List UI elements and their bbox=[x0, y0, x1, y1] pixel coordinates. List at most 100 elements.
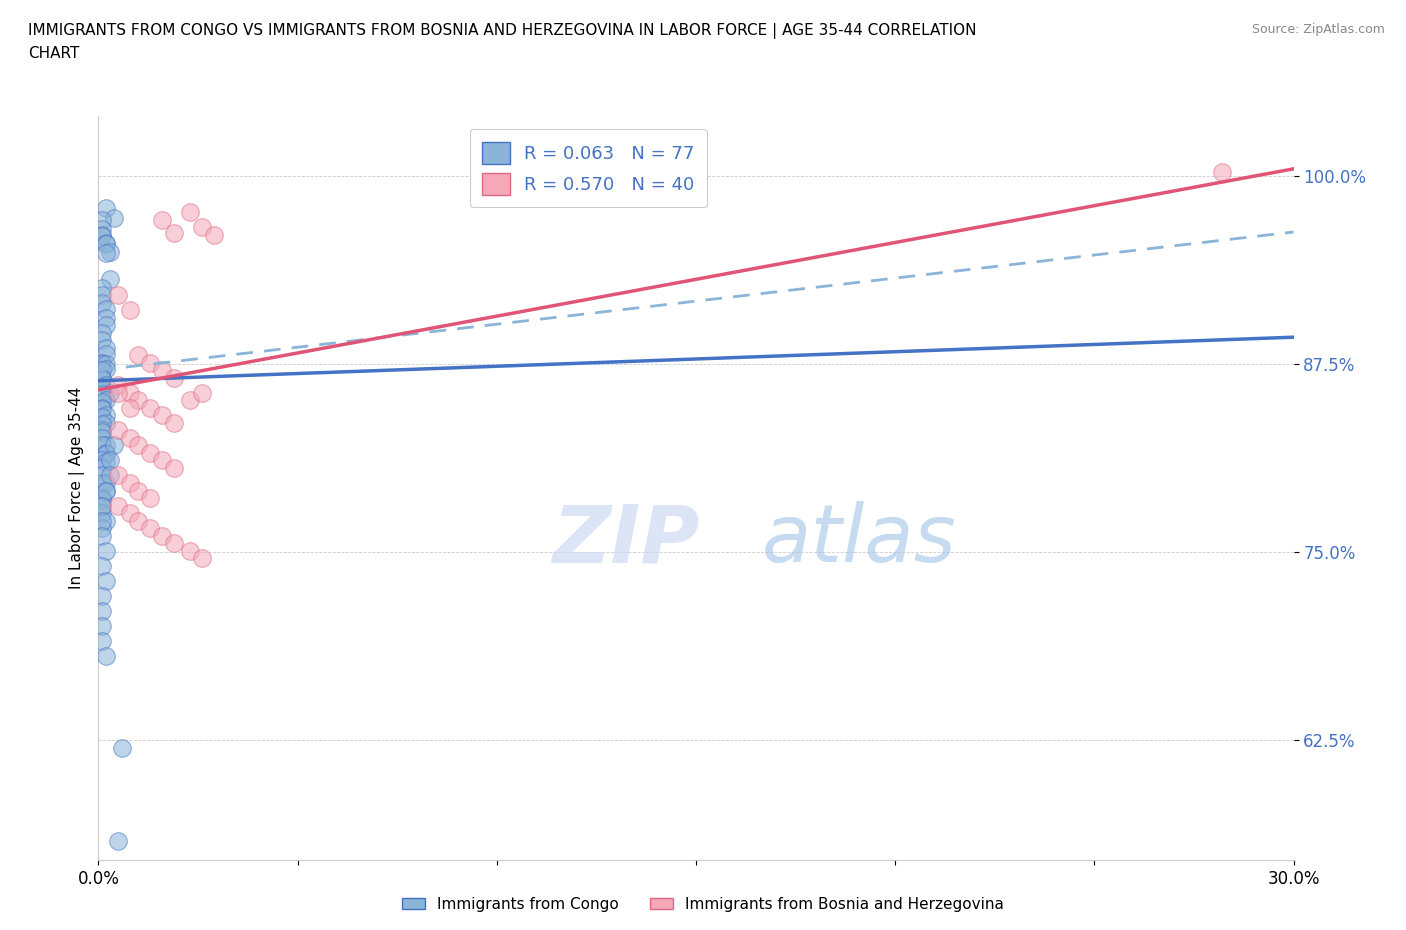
Point bbox=[98, 453, 122, 468]
Point bbox=[107, 378, 129, 392]
Point bbox=[191, 220, 214, 235]
Legend: R = 0.063   N = 77, R = 0.570   N = 40: R = 0.063 N = 77, R = 0.570 N = 40 bbox=[470, 129, 707, 207]
Point bbox=[96, 362, 118, 377]
Point bbox=[96, 445, 118, 460]
Point bbox=[150, 363, 173, 378]
Point bbox=[96, 455, 118, 470]
Point bbox=[163, 416, 186, 431]
Point bbox=[139, 355, 162, 370]
Point bbox=[91, 468, 114, 483]
Point bbox=[91, 409, 114, 424]
Point bbox=[91, 506, 114, 521]
Point bbox=[139, 491, 162, 506]
Point bbox=[96, 408, 118, 423]
Point bbox=[91, 394, 114, 409]
Point bbox=[96, 378, 118, 392]
Point bbox=[96, 543, 118, 558]
Point bbox=[120, 302, 142, 317]
Point bbox=[111, 740, 134, 755]
Point bbox=[96, 235, 118, 250]
Point bbox=[91, 589, 114, 604]
Point bbox=[150, 408, 173, 423]
Point bbox=[91, 498, 114, 513]
Point bbox=[163, 226, 186, 241]
Point bbox=[163, 460, 186, 475]
Point bbox=[91, 633, 114, 648]
Point bbox=[127, 483, 149, 498]
Point bbox=[98, 244, 122, 259]
Point bbox=[91, 475, 114, 490]
Point bbox=[96, 340, 118, 355]
Point bbox=[96, 416, 118, 431]
Point bbox=[150, 453, 173, 468]
Point bbox=[98, 272, 122, 286]
Point bbox=[91, 379, 114, 394]
Legend: Immigrants from Congo, Immigrants from Bosnia and Herzegovina: Immigrants from Congo, Immigrants from B… bbox=[396, 891, 1010, 918]
Point bbox=[91, 355, 114, 370]
Point bbox=[91, 401, 114, 416]
Point bbox=[96, 392, 118, 407]
Point bbox=[202, 228, 225, 243]
Point bbox=[91, 402, 114, 417]
Point bbox=[91, 513, 114, 528]
Point bbox=[179, 392, 201, 407]
Point bbox=[91, 618, 114, 633]
Point bbox=[91, 326, 114, 340]
Point bbox=[91, 370, 114, 385]
Point bbox=[127, 513, 149, 528]
Point bbox=[91, 438, 114, 453]
Point bbox=[150, 213, 173, 228]
Point bbox=[103, 211, 125, 226]
Point bbox=[163, 536, 186, 551]
Point bbox=[91, 295, 114, 310]
Point bbox=[120, 401, 142, 416]
Point bbox=[96, 573, 118, 588]
Text: IMMIGRANTS FROM CONGO VS IMMIGRANTS FROM BOSNIA AND HERZEGOVINA IN LABOR FORCE |: IMMIGRANTS FROM CONGO VS IMMIGRANTS FROM… bbox=[28, 23, 977, 61]
Point bbox=[96, 483, 118, 498]
Point bbox=[91, 287, 114, 302]
Point bbox=[107, 468, 129, 483]
Point bbox=[91, 372, 114, 387]
Point bbox=[96, 301, 118, 316]
Text: Source: ZipAtlas.com: Source: ZipAtlas.com bbox=[1251, 23, 1385, 36]
Point bbox=[120, 506, 142, 521]
Point bbox=[96, 246, 118, 260]
Point bbox=[91, 492, 114, 507]
Point bbox=[98, 385, 122, 400]
Point bbox=[1211, 165, 1233, 179]
Point bbox=[191, 551, 214, 565]
Point bbox=[150, 528, 173, 543]
Point bbox=[96, 438, 118, 453]
Point bbox=[98, 468, 122, 483]
Point bbox=[163, 370, 186, 385]
Point bbox=[91, 498, 114, 513]
Point bbox=[191, 385, 214, 400]
Point bbox=[103, 438, 125, 453]
Text: ZIP: ZIP bbox=[553, 501, 700, 579]
Point bbox=[96, 357, 118, 372]
Point bbox=[91, 387, 114, 402]
Point bbox=[139, 521, 162, 536]
Point bbox=[91, 528, 114, 543]
Point bbox=[96, 236, 118, 251]
Point bbox=[96, 483, 118, 498]
Point bbox=[179, 205, 201, 219]
Point bbox=[127, 348, 149, 363]
Point bbox=[120, 385, 142, 400]
Point bbox=[96, 311, 118, 325]
Point bbox=[120, 475, 142, 490]
Point bbox=[91, 460, 114, 475]
Point bbox=[91, 213, 114, 228]
Point bbox=[91, 363, 114, 378]
Point bbox=[91, 521, 114, 536]
Point bbox=[139, 401, 162, 416]
Point bbox=[120, 431, 142, 445]
Point bbox=[91, 431, 114, 445]
Y-axis label: In Labor Force | Age 35-44: In Labor Force | Age 35-44 bbox=[69, 387, 84, 590]
Point bbox=[96, 648, 118, 663]
Point bbox=[91, 228, 114, 243]
Point bbox=[91, 424, 114, 439]
Point bbox=[91, 333, 114, 348]
Point bbox=[91, 453, 114, 468]
Point bbox=[139, 445, 162, 460]
